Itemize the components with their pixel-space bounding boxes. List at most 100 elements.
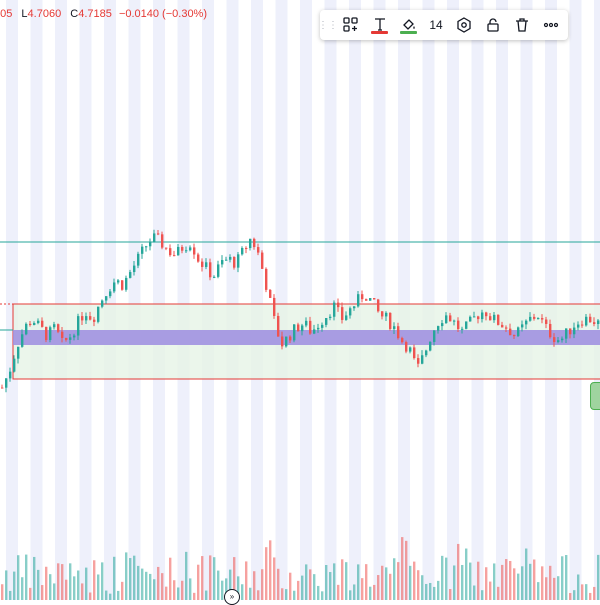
volume-bar <box>133 555 136 600</box>
candle-body <box>537 318 540 320</box>
volume-bar <box>121 581 124 600</box>
text-color-button[interactable] <box>365 10 394 40</box>
volume-bar <box>449 589 452 600</box>
candle-body <box>73 335 76 338</box>
volume-bar <box>465 548 468 600</box>
candle-body <box>81 316 84 321</box>
ohlc-legend: 805 L4.7060 C4.7185 −0.0140 (−0.30%) <box>0 8 207 20</box>
grid-stripe <box>422 0 435 600</box>
candle-body <box>393 326 396 329</box>
candle-body <box>469 316 472 322</box>
candle-body <box>61 331 64 338</box>
volume-bar <box>549 565 552 600</box>
volume-bar <box>473 585 476 600</box>
more-button[interactable] <box>536 10 565 40</box>
volume-bar <box>529 563 532 600</box>
drag-grip-icon[interactable]: ⋮⋮ <box>318 19 338 31</box>
volume-bar <box>137 565 140 600</box>
volume-bar <box>17 555 20 600</box>
candle-body <box>229 256 232 260</box>
volume-bar <box>313 574 316 600</box>
more-icon <box>543 22 558 28</box>
candle-body <box>85 316 88 321</box>
candle-body <box>137 253 140 266</box>
volume-bar <box>9 590 12 600</box>
volume-bar <box>481 590 484 600</box>
candle-body <box>473 316 476 318</box>
candle-body <box>409 347 412 352</box>
candle-body <box>309 320 312 334</box>
text-size-button[interactable]: 14 <box>429 18 443 32</box>
grid-stripe <box>471 0 484 600</box>
volume-bar <box>57 563 60 600</box>
scroll-to-realtime-button[interactable]: » <box>224 589 240 605</box>
volume-bar <box>41 585 44 600</box>
volume-bar <box>357 564 360 600</box>
settings-button[interactable] <box>449 10 478 40</box>
candle-body <box>209 262 212 278</box>
candle-body <box>405 342 408 352</box>
candle-body <box>397 326 400 339</box>
volume-bar <box>317 585 320 600</box>
volume-bar <box>253 571 256 600</box>
volume-bar <box>361 578 364 600</box>
candle-body <box>77 316 80 336</box>
candle-body <box>133 265 136 273</box>
candle-body <box>465 321 468 329</box>
volume-bar <box>497 586 500 600</box>
grid-stripe <box>55 0 67 600</box>
volume-bar <box>485 567 488 600</box>
candle-body <box>589 316 592 323</box>
volume-bar <box>65 579 68 600</box>
candle-body <box>321 324 324 328</box>
volume-bar <box>349 590 352 600</box>
grid-stripe <box>275 0 288 600</box>
volume-bar <box>321 591 324 600</box>
lock-button[interactable] <box>478 10 507 40</box>
candle-body <box>129 272 132 278</box>
volume-bar <box>185 551 188 600</box>
candle-body <box>349 308 352 316</box>
candle-body <box>441 323 444 327</box>
candle-body <box>529 316 532 321</box>
grid-stripe <box>324 0 337 600</box>
volume-bar <box>61 564 64 600</box>
candle-body <box>565 328 568 339</box>
high-value-tail: 805 <box>0 8 13 20</box>
volume-bar <box>513 568 516 600</box>
volume-bar <box>101 562 104 600</box>
volume-bar <box>69 563 72 600</box>
volume-bar <box>509 560 512 600</box>
delete-button[interactable] <box>507 10 536 40</box>
volume-bar <box>541 566 544 600</box>
volume-bar <box>77 570 80 600</box>
volume-bar <box>389 573 392 600</box>
purple-band <box>13 330 600 345</box>
candle-body <box>449 315 452 322</box>
candle-body <box>413 347 416 359</box>
volume-bar <box>149 573 152 600</box>
grid-stripe <box>79 0 92 600</box>
candle-body <box>45 326 48 341</box>
volume-bar <box>425 583 428 600</box>
candle-body <box>173 255 176 257</box>
volume-bar <box>413 561 416 600</box>
volume-bar <box>49 574 52 600</box>
price-scale-badge[interactable] <box>590 382 600 410</box>
candle-body <box>237 254 240 268</box>
volume-bar <box>53 583 56 600</box>
change-value: −0.0140 (−0.30%) <box>118 8 208 20</box>
volume-bar <box>421 575 424 600</box>
volume-bars <box>1 537 600 600</box>
volume-bar <box>565 555 568 600</box>
volume-bar <box>305 564 308 600</box>
candle-body <box>9 371 12 379</box>
volume-bar <box>489 581 492 600</box>
template-button[interactable] <box>336 10 365 40</box>
volume-bar <box>537 582 540 600</box>
volume-bar <box>93 560 96 600</box>
candle-body <box>5 378 8 388</box>
volume-bar <box>157 566 160 600</box>
fill-color-button[interactable] <box>394 10 423 40</box>
